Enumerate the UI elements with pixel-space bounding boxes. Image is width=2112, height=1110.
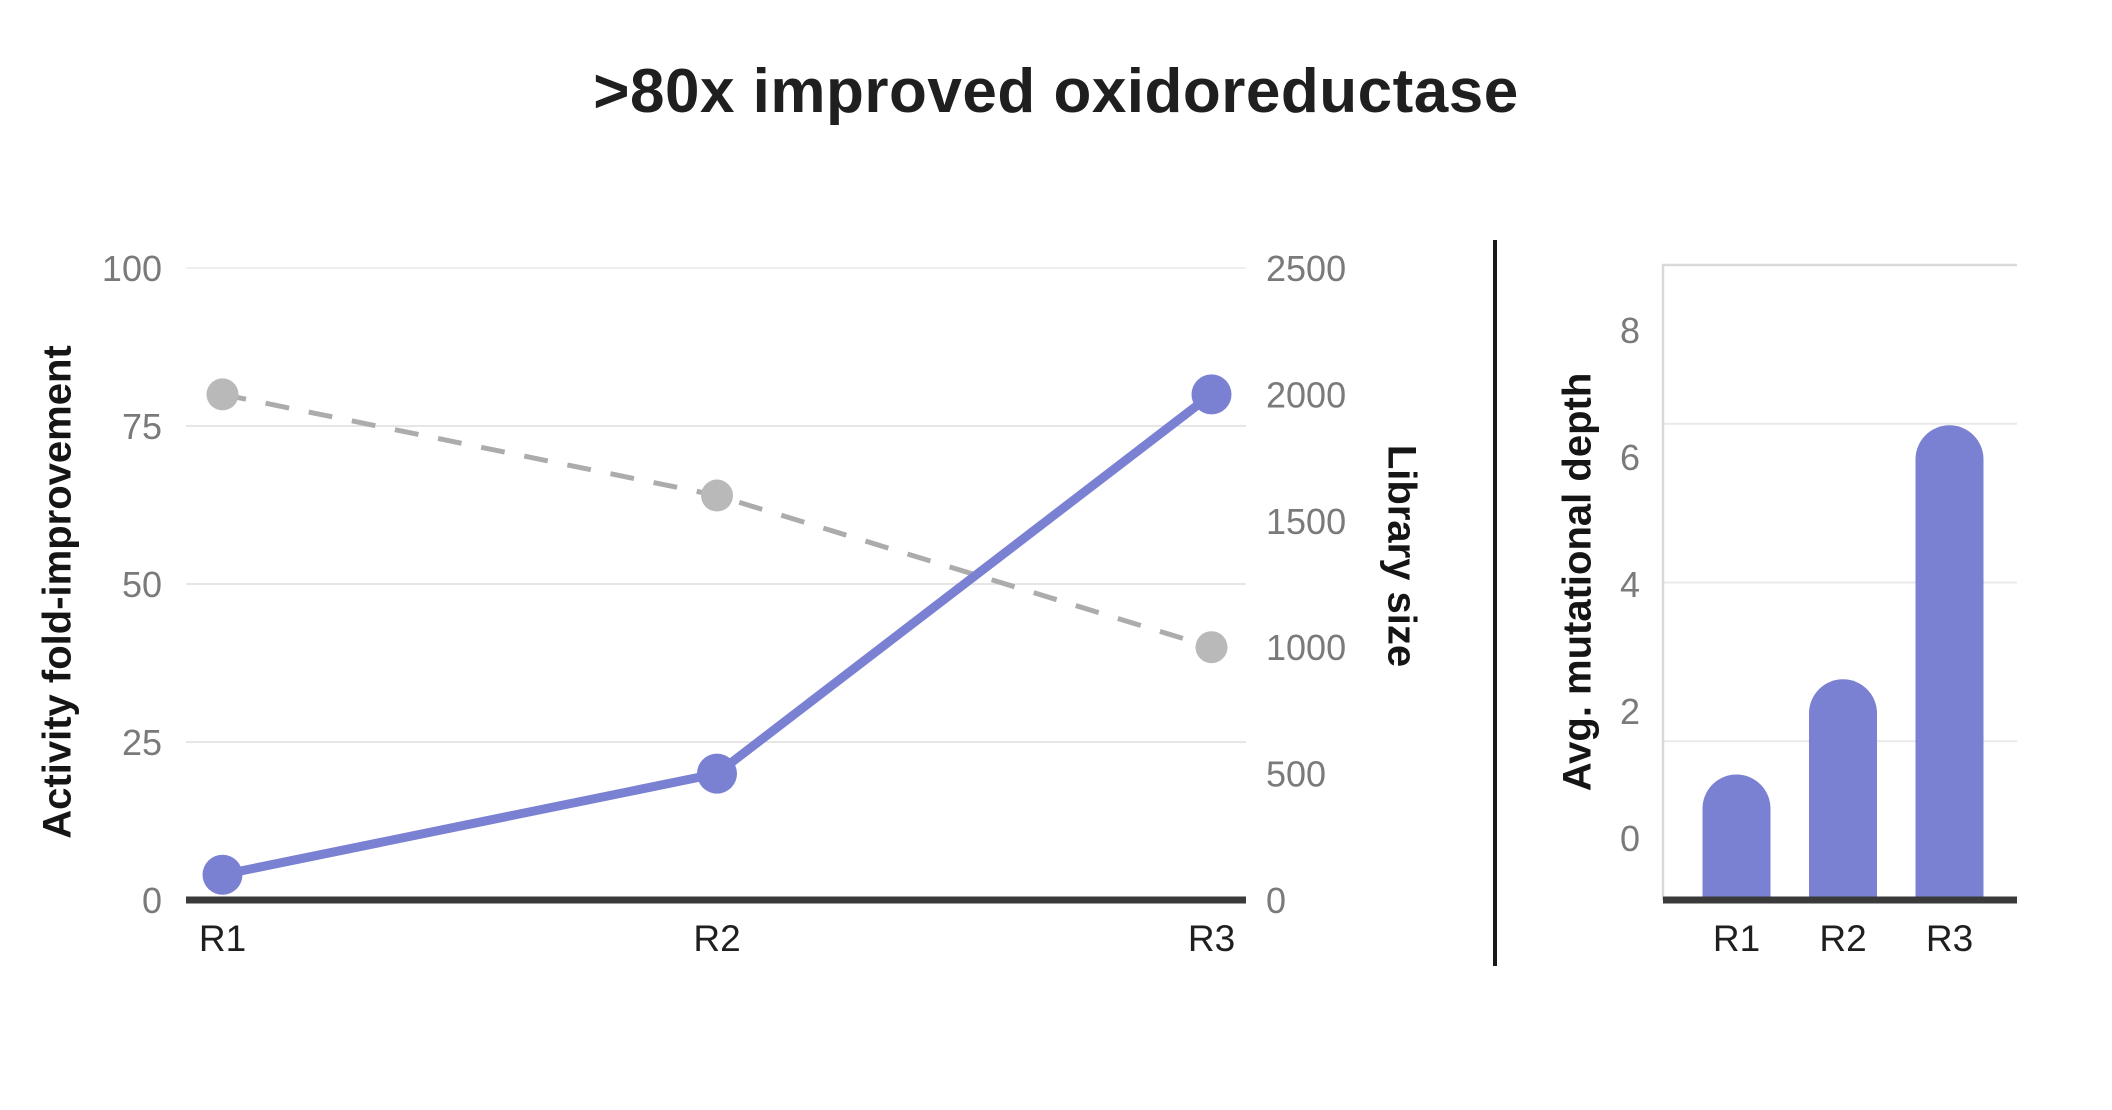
page-title: >80x improved oxidoreductase	[593, 57, 1519, 126]
library-size-line	[221, 391, 1213, 650]
bar-y-tick-label: 6	[1620, 437, 1640, 478]
bar-y-tick-label: 2	[1620, 691, 1640, 732]
right-y-axis-title: Library size	[1379, 444, 1424, 668]
library-size-point	[206, 378, 239, 411]
activity-line	[218, 389, 1216, 880]
section-divider-line	[1493, 240, 1497, 966]
right-axis-tick-label: 1500	[1266, 501, 1346, 542]
left-axis-tick-label: 25	[122, 722, 162, 763]
x-axis-tick-label: R3	[1188, 918, 1235, 959]
x-axis-tick-label: R2	[693, 918, 740, 959]
x-axis-tick-label: R1	[199, 918, 246, 959]
bar-chart-y-axis-title: Avg. mutational depth	[1555, 372, 1600, 792]
library-size-point	[701, 479, 733, 512]
activity-point	[697, 753, 737, 794]
activity-point	[202, 854, 243, 895]
library-size-point	[1195, 631, 1228, 664]
activity-point	[1191, 374, 1232, 415]
left-axis-tick-label: 100	[102, 248, 162, 289]
right-axis-tick-label: 1000	[1266, 627, 1346, 668]
right-axis-tick-label: 0	[1266, 880, 1286, 921]
left-axis-tick-label: 0	[142, 880, 162, 921]
left-axis-tick-label: 50	[122, 564, 162, 605]
bar-y-tick-label: 0	[1620, 818, 1640, 859]
bar-x-tick-label: R1	[1713, 918, 1760, 959]
bar	[1915, 425, 1984, 897]
right-axis-tick-label: 2000	[1266, 374, 1346, 415]
bar-x-tick-label: R3	[1926, 918, 1973, 959]
bar	[1702, 774, 1771, 897]
right-axis-tick-label: 2500	[1266, 248, 1346, 289]
bar-y-tick-label: 4	[1620, 564, 1640, 605]
right-axis-tick-label: 500	[1266, 754, 1326, 795]
bar-y-tick-label: 8	[1620, 310, 1640, 351]
bar-x-tick-label: R2	[1819, 918, 1866, 959]
bar	[1809, 679, 1877, 897]
bar-plot-border	[1661, 263, 2017, 900]
left-axis-tick-label: 75	[122, 406, 162, 447]
left-y-axis-title: Activity fold-improvement	[35, 345, 80, 839]
